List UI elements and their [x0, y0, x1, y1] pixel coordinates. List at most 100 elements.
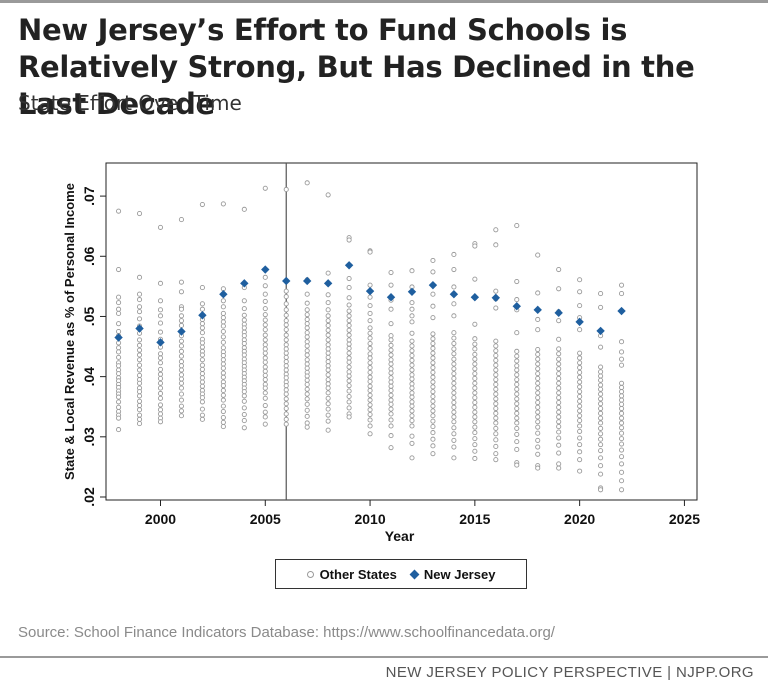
- other-state-point: [283, 391, 289, 397]
- other-state-point: [241, 398, 247, 404]
- other-state-point: [514, 279, 520, 285]
- chart-subtitle: State Effort Over Time: [18, 91, 242, 115]
- other-state-point: [430, 360, 436, 366]
- other-state-point: [262, 337, 268, 343]
- other-state-point: [325, 377, 331, 383]
- other-state-point: [116, 404, 122, 410]
- other-state-point: [304, 365, 310, 371]
- other-state-point: [619, 441, 625, 447]
- other-state-point: [451, 455, 457, 461]
- other-state-point: [136, 393, 143, 399]
- other-state-point: [451, 361, 457, 367]
- new-jersey-point: [533, 305, 542, 315]
- other-state-point: [493, 425, 499, 431]
- other-state-point: [199, 352, 205, 358]
- other-state-point: [409, 381, 415, 387]
- other-state-point: [619, 356, 625, 362]
- other-state-point: [493, 405, 499, 412]
- other-state-point: [283, 307, 289, 313]
- y-tick-label: .05: [81, 307, 97, 327]
- other-state-point: [220, 370, 226, 376]
- other-state-point: [514, 401, 520, 407]
- other-state-point: [262, 317, 268, 323]
- other-state-point: [577, 384, 583, 390]
- other-state-point: [430, 355, 436, 361]
- other-state-point: [325, 385, 331, 391]
- other-state-point: [367, 397, 373, 403]
- other-state-point: [514, 431, 520, 437]
- other-state-point: [409, 330, 415, 336]
- other-state-point: [304, 343, 310, 349]
- other-state-point: [178, 318, 184, 324]
- other-state-point: [409, 343, 415, 349]
- other-state-point: [262, 350, 268, 356]
- new-jersey-point: [554, 308, 563, 318]
- x-tick-label: 2015: [459, 511, 490, 527]
- other-state-point: [304, 424, 310, 430]
- other-state-point: [388, 379, 394, 385]
- other-state-point: [430, 430, 436, 436]
- other-state-point: [388, 375, 394, 381]
- other-state-point: [241, 306, 247, 312]
- other-state-point: [556, 375, 562, 381]
- other-state-point: [367, 383, 373, 389]
- other-state-point: [388, 337, 394, 343]
- other-state-point: [409, 357, 415, 363]
- other-state-point: [493, 431, 499, 437]
- other-state-point: [451, 399, 457, 406]
- other-state-point: [451, 266, 457, 273]
- other-state-point: [262, 359, 268, 365]
- x-axis-title: Year: [385, 528, 415, 544]
- other-state-point: [430, 424, 436, 430]
- other-state-point: [472, 361, 478, 367]
- other-state-point: [136, 274, 143, 280]
- other-state-point: [556, 429, 562, 435]
- other-state-point: [116, 354, 122, 360]
- other-state-point: [241, 389, 247, 395]
- other-state-point: [304, 334, 310, 340]
- other-state-point: [241, 298, 247, 304]
- other-state-point: [367, 378, 373, 384]
- other-state-point: [535, 347, 541, 353]
- new-jersey-point: [407, 287, 417, 296]
- other-state-point: [409, 313, 415, 319]
- other-state-point: [199, 366, 205, 372]
- other-state-point: [451, 390, 457, 396]
- other-state-point: [619, 487, 625, 493]
- other-state-point: [157, 329, 164, 335]
- other-state-point: [367, 335, 373, 341]
- other-state-point: [556, 361, 562, 367]
- other-state-point: [388, 333, 394, 339]
- other-state-point: [325, 350, 331, 356]
- other-state-point: [472, 276, 478, 282]
- other-state-point: [535, 465, 541, 471]
- other-state-point: [136, 389, 143, 395]
- other-state-point: [514, 372, 520, 378]
- other-state-point: [325, 318, 331, 324]
- other-state-point: [493, 372, 499, 378]
- other-state-point: [178, 408, 184, 414]
- other-state-point: [262, 312, 268, 318]
- other-state-point: [220, 334, 226, 340]
- other-state-point: [220, 298, 226, 304]
- other-state-point: [451, 340, 457, 347]
- other-state-point: [346, 405, 352, 411]
- new-jersey-point: [114, 333, 123, 342]
- other-state-point: [367, 369, 373, 375]
- other-state-point: [619, 339, 625, 345]
- other-state-point: [577, 457, 583, 463]
- other-state-point: [535, 252, 541, 258]
- other-state-point: [472, 399, 478, 406]
- other-state-point: [535, 404, 541, 410]
- other-state-point: [472, 419, 478, 425]
- other-state-point: [472, 243, 478, 249]
- x-tick-label: 2010: [354, 511, 385, 527]
- other-state-point: [430, 315, 436, 321]
- other-state-point: [472, 321, 478, 327]
- other-state-point: [430, 413, 436, 419]
- legend-item-new-jersey: New Jersey: [409, 567, 495, 582]
- other-state-point: [325, 327, 331, 333]
- other-state-point: [220, 310, 226, 316]
- other-state-point: [493, 362, 499, 368]
- other-state-point: [262, 322, 268, 328]
